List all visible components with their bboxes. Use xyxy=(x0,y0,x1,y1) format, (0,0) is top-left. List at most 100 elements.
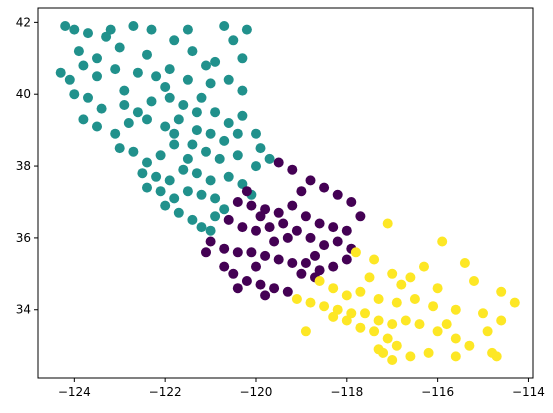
scatter-point xyxy=(283,287,293,297)
scatter-point xyxy=(328,283,338,293)
scatter-point xyxy=(306,233,316,243)
scatter-point xyxy=(256,143,266,153)
scatter-point xyxy=(156,186,166,196)
scatter-point xyxy=(183,186,193,196)
scatter-point xyxy=(269,237,279,247)
scatter-point xyxy=(224,172,234,182)
scatter-point xyxy=(201,147,211,157)
scatter-point xyxy=(287,201,297,211)
scatter-point xyxy=(133,107,143,117)
scatter-point xyxy=(433,326,443,336)
scatter-point xyxy=(206,175,216,185)
scatter-point xyxy=(451,351,461,361)
scatter-point xyxy=(260,251,270,261)
scatter-point xyxy=(192,107,202,117)
scatter-point xyxy=(160,122,170,132)
scatter-point xyxy=(197,222,207,232)
scatter-point xyxy=(510,298,520,308)
scatter-point xyxy=(292,294,302,304)
y-tick-label: 38 xyxy=(16,159,31,173)
scatter-point xyxy=(78,114,88,124)
scatter-point xyxy=(78,61,88,71)
scatter-point xyxy=(210,57,220,67)
scatter-point xyxy=(242,186,252,196)
scatter-point xyxy=(147,96,157,106)
scatter-point xyxy=(233,197,243,207)
scatter-point xyxy=(219,244,229,254)
scatter-point xyxy=(183,75,193,85)
scatter-point xyxy=(133,68,143,78)
scatter-point xyxy=(242,276,252,286)
scatter-point xyxy=(160,82,170,92)
scatter-point xyxy=(142,183,152,193)
scatter-point xyxy=(387,355,397,365)
scatter-point xyxy=(265,154,275,164)
scatter-point xyxy=(328,312,338,322)
scatter-point xyxy=(83,28,93,38)
scatter-point xyxy=(410,294,420,304)
y-tick-label: 40 xyxy=(16,87,31,101)
scatter-point xyxy=(256,280,266,290)
scatter-point xyxy=(210,107,220,117)
scatter-point xyxy=(360,308,370,318)
scatter-point xyxy=(333,237,343,247)
scatter-point xyxy=(206,129,216,139)
scatter-point xyxy=(374,316,384,326)
scatter-point xyxy=(187,140,197,150)
x-tick-label: −118 xyxy=(330,385,363,399)
scatter-point xyxy=(101,32,111,42)
scatter-point xyxy=(206,226,216,236)
scatter-point xyxy=(483,326,493,336)
scatter-point xyxy=(137,168,147,178)
scatter-point xyxy=(65,75,75,85)
scatter-point xyxy=(128,21,138,31)
scatter-point xyxy=(392,298,402,308)
scatter-point xyxy=(115,143,125,153)
scatter-point xyxy=(219,262,229,272)
scatter-point xyxy=(342,255,352,265)
scatter-point xyxy=(165,175,175,185)
scatter-point xyxy=(342,290,352,300)
y-axis: 34 36 38 40 42 xyxy=(16,15,38,316)
scatter-point xyxy=(333,190,343,200)
x-tick-label: −124 xyxy=(58,385,91,399)
scatter-point xyxy=(83,93,93,103)
scatter-point xyxy=(383,219,393,229)
scatter-point xyxy=(183,154,193,164)
scatter-point xyxy=(355,287,365,297)
y-tick-label: 36 xyxy=(16,231,31,245)
scatter-point xyxy=(160,201,170,211)
scatter-point xyxy=(478,308,488,318)
scatter-point xyxy=(142,50,152,60)
scatter-point xyxy=(306,175,316,185)
scatter-point xyxy=(492,351,502,361)
scatter-point xyxy=(301,258,311,268)
axes-frame xyxy=(38,8,533,378)
scatter-point xyxy=(374,344,384,354)
scatter-point xyxy=(237,222,247,232)
scatter-point xyxy=(233,150,243,160)
scatter-point xyxy=(224,118,234,128)
scatter-point xyxy=(246,201,256,211)
scatter-point xyxy=(351,247,361,257)
scatter-point xyxy=(215,154,225,164)
scatter-point xyxy=(187,215,197,225)
scatter-point xyxy=(92,53,102,63)
scatter-point xyxy=(328,222,338,232)
scatter-point xyxy=(169,193,179,203)
scatter-point xyxy=(233,283,243,293)
scatter-point xyxy=(169,140,179,150)
scatter-point xyxy=(246,247,256,257)
scatter-point xyxy=(60,21,70,31)
scatter-point xyxy=(219,204,229,214)
scatter-point xyxy=(319,183,329,193)
scatter-point xyxy=(187,46,197,56)
scatter-point xyxy=(228,269,238,279)
scatter-point xyxy=(464,341,474,351)
scatter-point xyxy=(233,129,243,139)
scatter-point xyxy=(274,255,284,265)
scatter-point xyxy=(442,319,452,329)
scatter-point xyxy=(237,53,247,63)
scatter-point xyxy=(405,351,415,361)
